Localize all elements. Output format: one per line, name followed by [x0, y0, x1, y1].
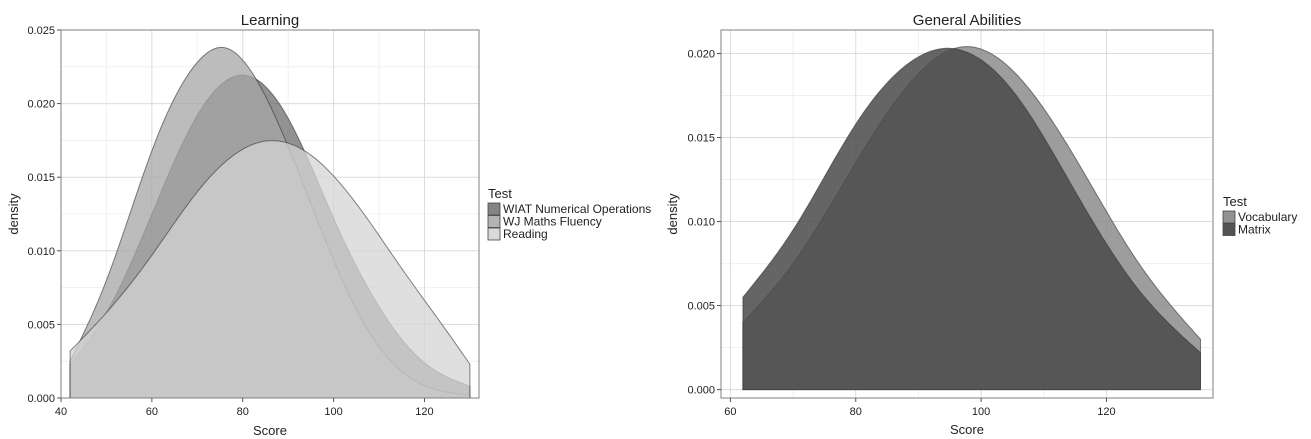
- legend-swatch: [1222, 210, 1236, 224]
- legend-swatch: [487, 227, 501, 241]
- general-abilities-chart-panel: 60 80 100 120 0.000 0.005 0.010 0.015 0.020 Gener…: [655, 0, 1311, 439]
- plot-border: [720, 29, 1214, 399]
- legend-label: WIAT Numerical Operations: [503, 202, 651, 216]
- x-tick-label: 80: [850, 406, 862, 418]
- y-tick-label: 0.010: [27, 246, 55, 258]
- legend-label: Vocabulary: [1238, 210, 1297, 224]
- y-tick-label: 0.020: [687, 49, 715, 61]
- x-tick-label: 100: [972, 406, 990, 418]
- legend-title: Test: [1223, 194, 1247, 209]
- density-area-2: [742, 47, 1201, 391]
- learning-chart: 40 60 80 100 120 0.000 0.005 0.010 0.015 0.020 0.0…: [6, 12, 651, 438]
- learning-chart-panel: 40 60 80 100 120 0.000 0.005 0.010 0.015 0.020 0.0…: [0, 0, 655, 439]
- x-tick-label: 120: [415, 406, 433, 418]
- y-tick-label: 0.015: [27, 172, 55, 184]
- x-tick-label: 60: [146, 406, 158, 418]
- y-axis-title: density: [665, 193, 680, 235]
- legend-label: WJ Maths Fluency: [503, 215, 602, 229]
- y-tick-label: 0.000: [687, 385, 715, 397]
- y-axis-title: density: [6, 193, 21, 235]
- x-tick-label: 100: [324, 406, 342, 418]
- legend-swatch: [1222, 223, 1236, 236]
- plot-border: [60, 29, 480, 399]
- x-axis-title: Score: [950, 422, 984, 437]
- legend-swatch: [487, 215, 501, 228]
- y-tick-label: 0.005: [687, 301, 715, 313]
- y-tick-label: 0.020: [27, 99, 55, 111]
- general-abilities-chart: 60 80 100 120 0.000 0.005 0.010 0.015 0.020 Gener…: [665, 12, 1297, 437]
- x-tick-label: 120: [1097, 406, 1115, 418]
- y-tick-label: 0.015: [687, 133, 715, 145]
- x-tick-label: 80: [237, 406, 249, 418]
- density-area-3: [69, 140, 471, 399]
- x-tick-label: 60: [724, 406, 736, 418]
- y-tick-label: 0.005: [27, 319, 55, 331]
- y-tick-label: 0.010: [687, 217, 715, 229]
- legend-label: Matrix: [1238, 223, 1271, 237]
- legend-label: Reading: [503, 227, 548, 241]
- chart-title: Learning: [241, 12, 299, 29]
- chart-title: General Abilities: [913, 12, 1021, 29]
- legend-title: Test: [488, 186, 512, 201]
- x-axis-title: Score: [253, 423, 287, 438]
- legend-swatch: [487, 202, 501, 216]
- y-tick-label: 0.000: [27, 393, 55, 405]
- x-tick-label: 40: [55, 406, 67, 418]
- y-tick-label: 0.025: [27, 25, 55, 37]
